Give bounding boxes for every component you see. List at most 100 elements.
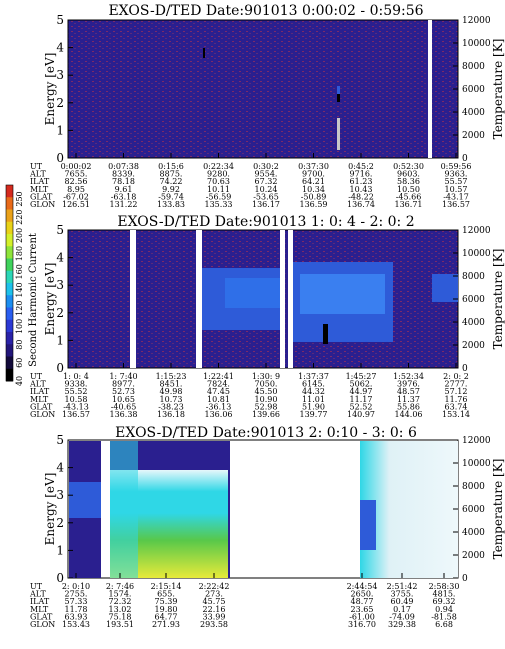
panel3-cell: 193.51	[106, 620, 134, 629]
panel1-cell: 9280.	[207, 170, 230, 179]
panel3-plot	[67, 439, 459, 579]
panel1-ytick-right-label: 2000	[462, 131, 485, 141]
panel2-cell: 5062.	[350, 380, 373, 389]
panel2-cell: 6145.	[302, 380, 325, 389]
panel2-cell: 11.37	[397, 395, 420, 404]
panel3-cell: 1574.	[109, 590, 132, 599]
panel2-band-right-core	[300, 274, 385, 314]
panel2-cell: 7824.	[207, 380, 230, 389]
panel1-ytick-label: 4	[56, 41, 64, 55]
panel3-cell: 2:44:54	[347, 582, 378, 591]
panel2-ytick-right-label: 4000	[462, 318, 485, 328]
panel2-cell: 10.65	[112, 395, 135, 404]
panel1-feature-dot	[203, 48, 205, 58]
panel2-cell: 55.52	[65, 387, 88, 396]
panel2-cell: 136.57	[62, 410, 90, 419]
panel1-cell: 58.36	[397, 177, 420, 186]
panel1-cell: 133.83	[157, 200, 185, 209]
panel1-cell: 9554.	[255, 170, 278, 179]
panel1-cell: 10.11	[207, 185, 230, 194]
panel3-ytick-right-label: 6000	[462, 505, 485, 515]
panel1-cell: 0:37:30	[298, 162, 329, 171]
panel2-cell: 1:45:27	[346, 372, 377, 381]
panel2-cell: 3976.	[397, 380, 420, 389]
panel1-cell: 0:59:56	[441, 162, 472, 171]
colorbar-segment	[6, 185, 13, 198]
panel1-cell: -50.89	[301, 192, 327, 201]
panel1-row-label: MLT	[30, 185, 49, 194]
panel2-row-label: GLAT	[30, 402, 53, 411]
panel2-cell: 2777.	[445, 380, 468, 389]
panel3-cell: 57.33	[65, 597, 88, 606]
panel2-cell: 1: 0: 4	[63, 372, 89, 381]
panel1-cell: 8875.	[160, 170, 183, 179]
panel2-ylabel: Energy [eV]	[43, 263, 57, 336]
panel3-ytick-label: 1	[56, 543, 64, 557]
panel1-title: EXOS-D/TED Date:901013 0:00:02 - 0:59:56	[108, 3, 423, 19]
colorbar-tick-label: 220	[15, 210, 24, 225]
colorbar-segment	[6, 356, 13, 370]
panel1-ytick-right-label: 12000	[462, 16, 491, 26]
panel2-cell: 48.57	[397, 387, 420, 396]
colorbar-segment	[6, 283, 13, 296]
panel3-ylabel-right: Temperature [K]	[491, 459, 505, 560]
panel3-cell: 293.58	[200, 620, 228, 629]
panel2-cell: 10.73	[160, 395, 183, 404]
panel2-cell: 2: 0: 2	[443, 372, 469, 381]
panel3-ytick-right-label: 4000	[462, 528, 485, 538]
panel3-cell: 4815.	[433, 590, 456, 599]
panel1-cell: 9700.	[302, 170, 325, 179]
panel2-plot	[67, 229, 459, 369]
panel1-cell: 7655.	[65, 170, 88, 179]
panel1-cell: 8.95	[67, 185, 85, 194]
panel1-cell: -63.18	[111, 192, 137, 201]
panel1-ytick-label: 1	[56, 123, 64, 137]
panel2-ytick-label: 1	[56, 333, 64, 347]
panel2-cell: 8451.	[160, 380, 183, 389]
colorbar-segment	[6, 246, 13, 259]
panel2-cell: 11.17	[350, 395, 373, 404]
panel1-data-gap	[428, 20, 432, 158]
panel1-ylabel: Energy [eV]	[43, 53, 57, 126]
panel1-cell: 9.92	[162, 185, 180, 194]
panel2-cell: 8977.	[112, 380, 135, 389]
panel3-cell: 2:51:42	[387, 582, 418, 591]
panel3-cell: 2650.	[351, 590, 374, 599]
panel1-cell: 126.51	[62, 200, 90, 209]
panel3-cell: 273.	[205, 590, 223, 599]
panel2-ylabel-right: Temperature [K]	[491, 249, 505, 350]
panel1-cell: 0:00:02	[61, 162, 92, 171]
colorbar-tick-label: 100	[15, 319, 24, 334]
panel2-cell: 11.76	[445, 395, 468, 404]
panel3-cell: 329.38	[388, 620, 416, 629]
panel2-data-gap-4	[288, 230, 293, 368]
panel3-ytick-label: 5	[56, 433, 64, 447]
panel2-data-gap-1	[130, 230, 136, 368]
panel1-cell: 136.71	[395, 200, 423, 209]
panel2-cell: -40.65	[111, 402, 137, 411]
panel1-cell: 55.57	[445, 177, 468, 186]
panel2-cell: 136.18	[157, 410, 185, 419]
panel3-cell: 2:22:42	[199, 582, 230, 591]
panel2-ytick-right-label: 2000	[462, 341, 485, 351]
panel1-cell: 10.43	[350, 185, 373, 194]
panel1-cell: 74.22	[160, 177, 183, 186]
panel3-row-label: ILAT	[30, 597, 50, 606]
panel2-band-left-core	[225, 278, 280, 308]
panel2-cell: 136.38	[110, 410, 138, 419]
panel3-cell: 2: 7:46	[106, 582, 134, 591]
panel2-cell: 9338.	[65, 380, 88, 389]
panel1-row-label: GLON	[30, 200, 55, 209]
panel3-title: EXOS-D/TED Date:901013 2: 0:10 - 3: 0: 6	[115, 425, 417, 441]
panel3-block-right	[360, 441, 458, 578]
panel2-ytick-label: 2	[56, 306, 64, 320]
panel3-ytick-label: 2	[56, 516, 64, 530]
panel2-ytick-label: 0	[56, 361, 64, 375]
panel1-cell: -59.74	[158, 192, 184, 201]
colorbar-tick-label: 60	[15, 358, 24, 368]
panel2-cell: 45.50	[255, 387, 278, 396]
panel3-ytick-right-label: 12000	[462, 436, 491, 446]
colorbar-segment	[6, 368, 13, 382]
panel2-cell: 55.86	[397, 402, 420, 411]
panel3-row-label: UT	[30, 582, 43, 591]
